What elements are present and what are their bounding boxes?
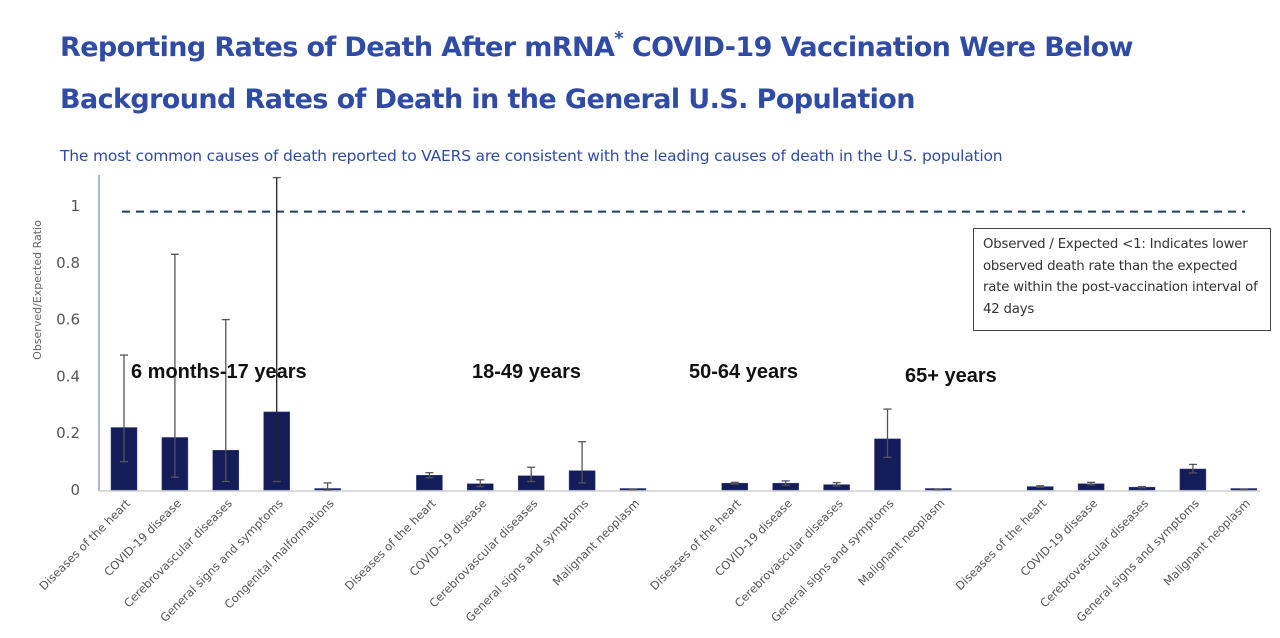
y-tick-label: 0.2: [56, 424, 80, 442]
x-tick-label: Congenital malformations: [221, 496, 336, 611]
y-axis-title: Observed/Expected Ratio: [31, 220, 44, 360]
y-tick-label: 0.6: [56, 311, 80, 329]
error-bar: [1036, 485, 1045, 488]
error-bar: [221, 318, 230, 483]
age-group-label: 18-49 years: [472, 361, 581, 383]
y-tick-label: 0.8: [56, 254, 80, 272]
x-tick-label: Malignant neoplasm: [855, 496, 947, 588]
error-bar: [730, 481, 739, 485]
age-group-label: 50-64 years: [689, 361, 798, 383]
x-tick-label: Diseases of the heart: [953, 496, 1050, 593]
error-bar: [934, 488, 943, 491]
y-tick-label: 1: [70, 197, 80, 215]
error-bar: [832, 481, 841, 487]
error-bar: [476, 479, 485, 488]
error-bar: [1239, 488, 1248, 491]
age-group-label: 65+ years: [905, 365, 997, 387]
chart-title-line-1: Reporting Rates of Death After mRNA* COV…: [60, 28, 1134, 63]
bars-group: [110, 411, 1258, 491]
error-bars-group: [120, 176, 1248, 491]
error-bar: [1087, 481, 1096, 486]
error-bar: [1138, 485, 1146, 489]
error-bar: [323, 482, 332, 491]
chart-subtitle: The most common causes of death reported…: [60, 147, 1003, 165]
title-text-continued: COVID-19 Vaccination Were Below: [623, 32, 1134, 63]
error-bar: [1188, 463, 1197, 474]
error-bar: [629, 488, 637, 491]
x-tick-label: Malignant neoplasm: [1161, 496, 1253, 588]
group-labels: 6 months-17 years 18-49 years 50-64 years 6…: [131, 361, 997, 387]
error-bar: [883, 408, 892, 458]
error-bar: [120, 354, 128, 463]
x-tick-label: Diseases of the heart: [36, 496, 133, 593]
x-tick-label: Diseases of the heart: [647, 496, 744, 593]
chart-title-line-2: Background Rates of Death in the General…: [60, 84, 915, 115]
y-tick-label: 0: [70, 481, 80, 499]
age-group-label: 6 months-17 years: [131, 361, 307, 383]
title-asterisk: *: [614, 28, 624, 49]
legend-note-box: Observed / Expected <1: Indicates lower …: [973, 228, 1271, 331]
error-bar: [527, 466, 536, 483]
error-bar: [578, 441, 587, 484]
error-bar: [781, 480, 790, 486]
error-bar: [170, 253, 179, 478]
y-axis: 0 0.2 0.4 0.6 0.8 1 Observed/Expected Ratio: [31, 175, 1260, 499]
error-bar: [272, 176, 281, 483]
title-text: Reporting Rates of Death After mRNA: [60, 32, 615, 63]
error-bar: [425, 472, 434, 479]
x-tick-label: Diseases of the heart: [342, 496, 439, 593]
y-tick-label: 0.4: [56, 367, 80, 385]
x-tick-label: Malignant neoplasm: [550, 496, 642, 588]
